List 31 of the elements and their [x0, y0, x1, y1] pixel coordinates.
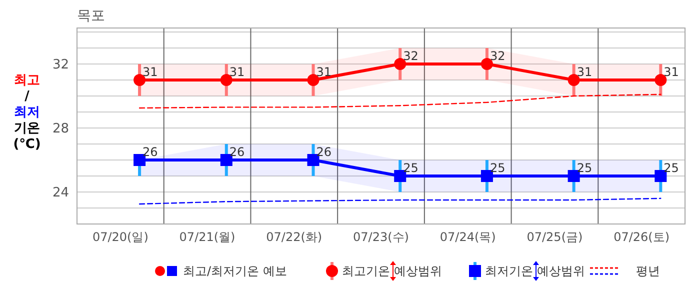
y-tick-label: 24	[52, 186, 69, 201]
line-series	[138, 94, 662, 109]
y-tick-label: 28	[52, 122, 69, 137]
chart-title: 목포	[77, 8, 105, 24]
x-tick-label: 07/24(목)	[440, 230, 496, 244]
x-tick-label: 07/25(금)	[526, 230, 583, 244]
text: 최고/최저기온 예보	[183, 264, 287, 278]
legend-label: 최저기온 예상범위	[485, 264, 585, 278]
data-label: 31	[229, 65, 245, 79]
data-label: 25	[576, 161, 592, 175]
legend-label: 최고기온 예상범위	[342, 264, 442, 278]
x-tick-label: 07/26(토)	[614, 230, 670, 244]
x-tick-label: 07/23(수)	[353, 230, 409, 244]
y-axis-title: 최고/최저 기온 (℃)	[13, 73, 41, 152]
data-label: 25	[664, 161, 679, 175]
data-label: 25	[490, 161, 506, 175]
legend-label: 평년	[636, 264, 660, 278]
data-label: 32	[490, 49, 506, 63]
data-label: 31	[576, 65, 592, 79]
data-label: 26	[316, 145, 332, 159]
x-tick-label: 07/21(월)	[179, 230, 236, 244]
x-tick-label: 07/22(화)	[266, 230, 322, 244]
data-label: 26	[229, 145, 245, 159]
y-tick-label: 32	[52, 58, 69, 73]
data-label: 31	[142, 65, 158, 79]
data-label: 25	[403, 161, 418, 175]
data-label: 26	[142, 145, 158, 159]
data-label: 31	[316, 65, 332, 79]
data-label: 31	[664, 65, 679, 79]
x-tick-label: 07/20(일)	[92, 230, 148, 244]
data-label: 32	[403, 49, 418, 63]
